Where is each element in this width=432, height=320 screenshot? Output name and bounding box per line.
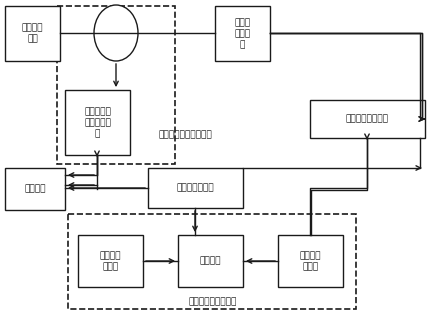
Text: 计算比较: 计算比较 xyxy=(200,257,221,266)
Text: 电子式电流
互感器采集
器: 电子式电流 互感器采集 器 xyxy=(84,107,111,138)
Text: 模拟量采
集通道: 模拟量采 集通道 xyxy=(300,251,321,271)
Ellipse shape xyxy=(94,5,138,61)
Bar xyxy=(78,235,143,287)
Bar xyxy=(68,214,356,309)
Text: 合并单元: 合并单元 xyxy=(24,185,46,194)
Bar xyxy=(65,90,130,155)
Text: 标准电
流互感
器: 标准电 流互感 器 xyxy=(235,18,251,49)
Text: 标准信号转换装置: 标准信号转换装置 xyxy=(346,115,389,124)
Bar xyxy=(310,100,425,138)
Bar xyxy=(5,168,65,210)
Bar xyxy=(148,168,243,208)
Bar xyxy=(278,235,343,287)
Bar xyxy=(215,6,270,61)
Text: 数字式互感器校验仪: 数字式互感器校验仪 xyxy=(189,298,237,307)
Text: 待测电子式电流互感器: 待测电子式电流互感器 xyxy=(158,131,212,140)
Text: 同步信号发生器: 同步信号发生器 xyxy=(177,183,214,193)
Bar xyxy=(178,235,243,287)
Bar xyxy=(5,6,60,61)
Text: 数字量采
集通道: 数字量采 集通道 xyxy=(100,251,121,271)
Text: 大电流发
生器: 大电流发 生器 xyxy=(22,23,43,44)
Bar xyxy=(57,6,175,164)
